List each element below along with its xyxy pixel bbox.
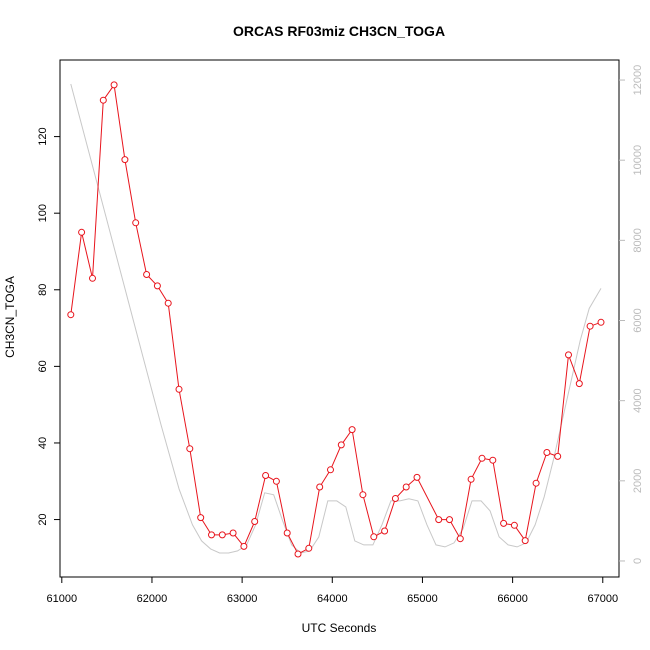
x-tick-label: 64000: [317, 593, 348, 605]
data-point: [500, 519, 508, 527]
data-point: [153, 282, 161, 290]
y2-tick-label: 12000: [632, 65, 644, 96]
data-point: [402, 483, 410, 491]
data-point: [337, 441, 345, 449]
secondary-series-line: [70, 83, 602, 554]
data-point: [370, 533, 378, 541]
y-tick-label: 20: [37, 513, 49, 525]
x-axis: 61000 62000 63000 64000 65000 66000 67000: [47, 577, 618, 605]
x-tick-label: 67000: [587, 593, 618, 605]
data-point: [597, 318, 605, 326]
data-point: [240, 542, 248, 550]
data-point: [99, 96, 107, 104]
data-point: [89, 274, 96, 282]
data-point: [186, 445, 194, 453]
y2-axis: 0 2000 4000 6000 8000 10000 12000: [619, 65, 644, 564]
y-tick-label: 60: [37, 360, 49, 372]
data-point: [435, 516, 443, 524]
data-point: [456, 535, 464, 543]
data-point: [467, 475, 475, 483]
data-point: [532, 479, 540, 487]
data-point: [305, 544, 313, 552]
x-axis-label: UTC Seconds: [302, 621, 377, 635]
y-axis-label: CH3CN_TOGA: [3, 276, 17, 358]
data-point: [446, 516, 453, 524]
data-point: [110, 81, 118, 89]
y-tick-label: 120: [37, 127, 49, 145]
data-point: [262, 472, 270, 479]
y2-tick-label: 6000: [632, 308, 644, 332]
data-point: [543, 449, 551, 456]
data-point: [164, 299, 172, 307]
x-tick-label: 66000: [497, 593, 528, 605]
x-tick-label: 65000: [407, 593, 438, 605]
plot-frame: [59, 59, 620, 578]
data-point: [575, 380, 583, 388]
data-point: [272, 477, 280, 485]
data-point: [175, 385, 183, 393]
data-point: [67, 311, 75, 319]
data-point: [489, 456, 497, 464]
data-point: [218, 531, 226, 539]
x-tick-label: 63000: [227, 593, 258, 605]
chart-title: ORCAS RF03miz CH3CN_TOGA: [233, 23, 445, 39]
data-point: [586, 322, 594, 330]
data-point: [521, 537, 529, 545]
data-point: [283, 529, 291, 537]
data-point: [510, 521, 518, 529]
data-point: [478, 454, 486, 462]
data-point: [132, 219, 140, 227]
y2-tick-label: 2000: [632, 469, 644, 493]
data-point: [554, 452, 562, 460]
x-tick-label: 61000: [47, 593, 78, 605]
data-point: [327, 466, 334, 474]
data-point: [197, 514, 205, 522]
data-point: [294, 550, 302, 558]
y-tick-label: 40: [37, 437, 49, 449]
data-point: [348, 426, 356, 434]
data-point: [565, 351, 572, 359]
y2-tick-label: 0: [632, 558, 644, 564]
y2-tick-label: 10000: [632, 145, 644, 176]
series-layer: [67, 81, 605, 558]
data-point: [143, 271, 151, 278]
y-tick-label: 100: [37, 204, 49, 222]
data-point: [391, 495, 399, 502]
y-axis: 20 40 60 80 100 120: [37, 127, 60, 526]
x-tick-label: 62000: [137, 593, 168, 605]
y2-tick-label: 8000: [632, 228, 644, 252]
y2-tick-label: 4000: [632, 388, 644, 412]
data-point: [78, 228, 86, 236]
data-point: [359, 491, 367, 499]
data-point: [229, 529, 237, 537]
data-point: [316, 483, 324, 491]
y-tick-label: 80: [37, 284, 49, 296]
data-point: [121, 156, 129, 164]
data-point: [381, 527, 389, 535]
data-point: [251, 518, 259, 525]
data-point: [208, 531, 215, 539]
data-point: [413, 473, 421, 481]
